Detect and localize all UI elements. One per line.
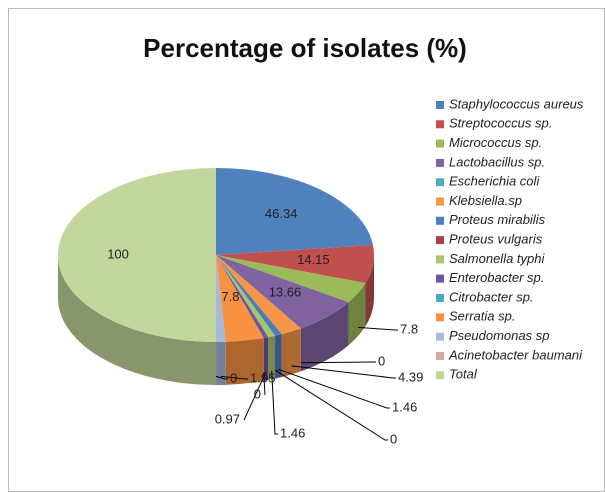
data-label: 100 [107,246,129,261]
legend-swatch [436,255,444,264]
slice [216,255,226,342]
slice-side [58,255,217,385]
legend-swatch [436,197,444,206]
legend-label: Citrobacter sp. [449,289,534,304]
leader-line [278,368,390,409]
slice [216,168,373,255]
slice [216,255,276,338]
legend-swatch [436,371,444,380]
legend-swatch [436,158,444,167]
data-label: 0 [230,370,237,385]
slice [216,255,264,342]
legend-swatch [436,216,444,225]
slice-side [263,337,269,381]
data-label: 0 [254,386,261,401]
data-label: 1.46 [392,399,417,414]
slice-side [348,283,366,346]
data-label: 0 [390,431,397,446]
slice-side [225,337,264,385]
legend-swatch [436,178,444,187]
data-label: 7.8 [400,321,418,336]
slice-side [365,255,374,327]
slice [216,255,269,338]
leader-line [243,371,267,421]
legend-label: Klebsiella.sp [449,193,522,208]
slice-side [216,341,226,385]
legend-label: Pseudomonas sp [449,328,549,343]
leader-line [300,361,376,364]
legend-label: Enterobacter sp. [449,270,544,285]
legend-label: Serratia sp. [449,309,515,324]
legend-swatch [436,139,444,148]
leader-line [220,375,248,380]
legend-swatch [436,101,444,109]
leader-line [271,370,278,435]
slice-side [268,335,276,381]
slice-side [300,302,349,372]
legend-label: Total [449,367,478,382]
legend-swatch [436,236,444,245]
slice-side [281,328,301,378]
leader-line [215,375,228,380]
legend-label: Staphylococcus aureus [449,96,584,111]
legend-swatch [436,294,444,302]
data-label: 7.8 [221,289,239,304]
slice [216,255,349,329]
data-label: 4.39 [398,369,423,384]
slice-side [275,334,282,379]
leader-line [358,326,398,331]
legend-label: Streptococcus sp. [449,116,552,131]
data-label: 0.97 [215,411,240,426]
data-label: 0 [378,353,385,368]
leader-line [263,372,266,396]
legend-label: Proteus vulgaris [449,232,543,247]
legend-swatch [436,120,444,129]
data-label: 14.15 [297,252,330,267]
chart-title: Percentage of isolates (%) [143,33,467,63]
legend-label: Micrococcus sp. [449,135,542,150]
data-label: 1.46 [280,425,305,440]
slice [216,255,282,336]
legend-swatch [436,313,444,322]
slice [216,245,374,284]
legend-label: Salmonella typhi [449,251,545,266]
leader-line [274,369,388,441]
slice [216,255,301,335]
leader-line [291,365,396,379]
legend-label: Acinetobacter baumani [448,347,583,362]
data-label: 46.34 [265,206,298,221]
slice [58,168,217,342]
slice [216,255,366,303]
data-label: 13.66 [269,285,302,300]
legend-swatch [436,332,444,341]
legend-label: Lactobacillus sp. [449,154,545,169]
data-label: 1.95 [250,370,275,385]
legend-label: Escherichia coli [449,174,540,189]
legend-label: Proteus mirabilis [449,212,546,227]
legend-swatch [436,351,444,360]
legend-swatch [436,274,444,283]
